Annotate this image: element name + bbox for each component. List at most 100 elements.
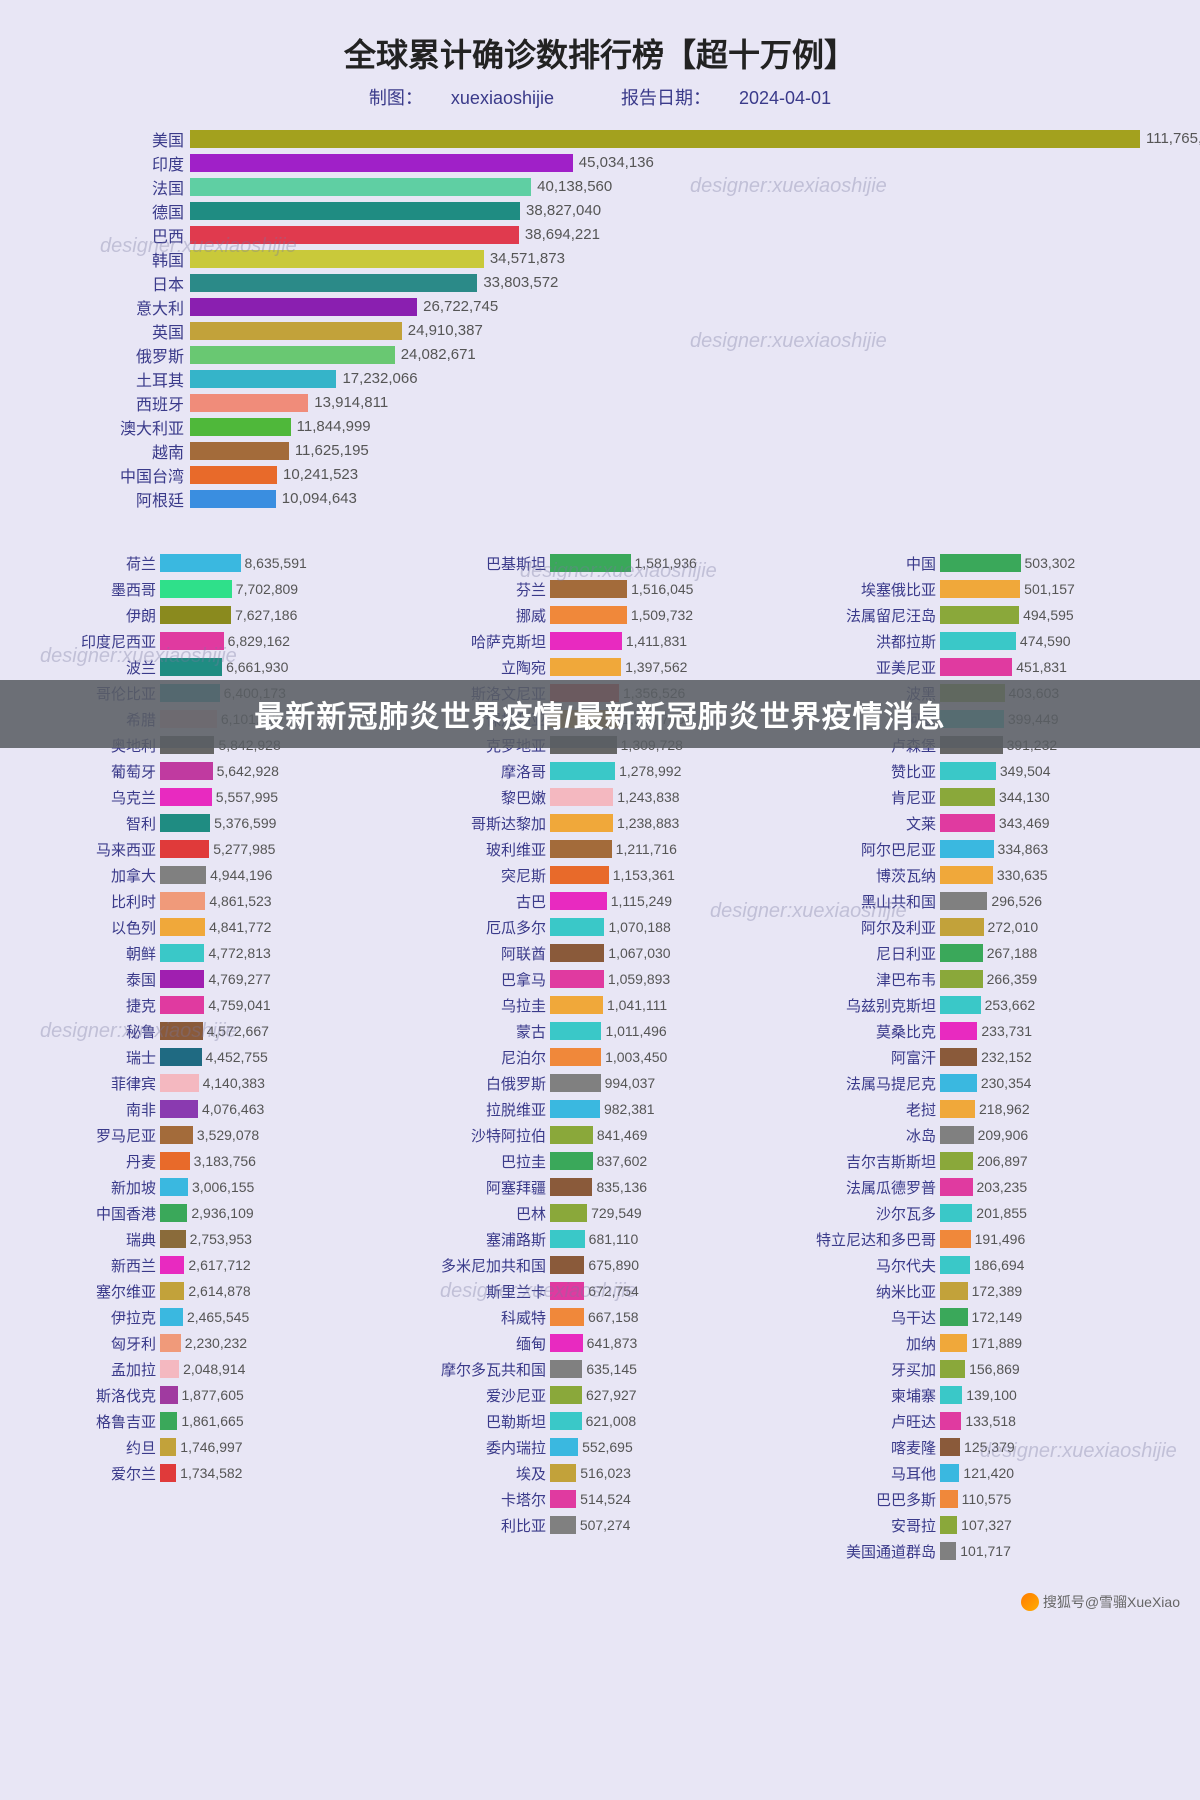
bar-value: 272,010: [988, 918, 1039, 936]
bar-value: 3,006,155: [192, 1178, 254, 1196]
bar-value: 503,302: [1025, 554, 1076, 572]
small-bar-row: 乌拉圭1,041,111: [410, 992, 790, 1018]
bar: [550, 918, 604, 936]
bar-value: 1,581,936: [635, 554, 697, 572]
bar: [160, 814, 210, 832]
bar-value: 4,769,277: [208, 970, 270, 988]
bar: [940, 1334, 967, 1352]
bar: [550, 814, 613, 832]
bar-value: 38,694,221: [525, 226, 600, 244]
page: 全球累计确诊数排行榜【超十万例】 制图：xuexiaoshijie 报告日期：2…: [0, 0, 1200, 1624]
bar: [940, 1074, 977, 1092]
bar-value: 139,100: [966, 1386, 1017, 1404]
small-bar-row: 埃塞俄比亚501,157: [800, 576, 1180, 602]
small-bar-row: 文莱343,469: [800, 810, 1180, 836]
bar-value: 133,518: [965, 1412, 1016, 1430]
bar-value: 11,625,195: [295, 442, 369, 460]
bar: [160, 892, 205, 910]
bar: [550, 1100, 600, 1118]
top-bar-row: 日本33,803,572: [60, 272, 1140, 294]
bar-value: 1,411,831: [626, 632, 687, 650]
bar-label: 阿联酋: [410, 943, 550, 964]
small-bar-row: 新西兰2,617,712: [20, 1252, 400, 1278]
small-bar-row: 斯洛伐克1,877,605: [20, 1382, 400, 1408]
bar-label: 葡萄牙: [20, 761, 160, 782]
bar: [190, 370, 336, 388]
bar-value: 349,504: [1000, 762, 1051, 780]
small-bar-row: 葡萄牙 5,642,928: [20, 758, 400, 784]
bar: [190, 226, 519, 244]
bar: [190, 490, 276, 508]
bar-label: 多米尼加共和国: [410, 1255, 550, 1276]
overlay-banner: 最新新冠肺炎世界疫情/最新新冠肺炎世界疫情消息: [0, 680, 1200, 748]
bar-label: 波兰: [20, 657, 160, 678]
top-bar-row: 俄罗斯24,082,671: [60, 344, 1140, 366]
bar-value: 474,590: [1020, 632, 1071, 650]
bar: [940, 1204, 972, 1222]
bar-label: 新西兰: [20, 1255, 160, 1276]
small-bar-row: 巴林729,549: [410, 1200, 790, 1226]
bar: [160, 1204, 187, 1222]
bar-label: 英国: [60, 319, 190, 343]
small-bar-row: 柬埔寨139,100: [800, 1382, 1180, 1408]
bar-label: 吉尔吉斯斯坦: [800, 1151, 940, 1172]
bar-value: 507,274: [580, 1516, 631, 1534]
bar-value: 107,327: [961, 1516, 1012, 1534]
bar-label: 法属瓜德罗普: [800, 1177, 940, 1198]
bar: [190, 418, 291, 436]
bar-value: 5,642,928: [217, 762, 279, 780]
small-bar-row: 中国香港2,936,109: [20, 1200, 400, 1226]
bar-value: 5,557,995: [216, 788, 278, 806]
bar-label: 特立尼达和多巴哥: [800, 1229, 940, 1250]
bar-value: 10,094,643: [282, 490, 357, 508]
bar-label: 阿塞拜疆: [410, 1177, 550, 1198]
bar-value: 13,914,811: [314, 394, 388, 412]
bar: [940, 1308, 968, 1326]
small-bar-row: 喀麦隆125,379: [800, 1434, 1180, 1460]
author-label: 制图：xuexiaoshijie: [355, 88, 568, 108]
bar: [550, 1126, 593, 1144]
bar: [550, 892, 607, 910]
bar: [550, 1464, 576, 1482]
small-bar-row: 法属瓜德罗普 203,235: [800, 1174, 1180, 1200]
small-bar-row: 乌干达172,149: [800, 1304, 1180, 1330]
small-bar-row: 科威特667,158: [410, 1304, 790, 1330]
bar-label: 哥斯达黎加: [410, 813, 550, 834]
bar: [940, 892, 987, 910]
bar: [550, 580, 627, 598]
bar-value: 343,469: [999, 814, 1050, 832]
small-bar-row: 白俄罗斯994,037: [410, 1070, 790, 1096]
small-bar-row: 塞浦路斯681,110: [410, 1226, 790, 1252]
bar-value: 191,496: [975, 1230, 1026, 1248]
bar: [940, 632, 1016, 650]
bar-label: 摩洛哥: [410, 761, 550, 782]
bar: [160, 1386, 178, 1404]
bar: [160, 606, 231, 624]
bar-label: 菲律宾: [20, 1073, 160, 1094]
bar-value: 1,070,188: [608, 918, 670, 936]
small-bar-row: 罗马尼亚3,529,078: [20, 1122, 400, 1148]
bar: [160, 762, 213, 780]
bar-label: 老挝: [800, 1099, 940, 1120]
bar: [940, 970, 983, 988]
small-bar-row: 法属留尼汪岛494,595: [800, 602, 1180, 628]
bar-label: 比利时: [20, 891, 160, 912]
bar-value: 171,889: [971, 1334, 1022, 1352]
bar-value: 1,238,883: [617, 814, 679, 832]
bar-value: 729,549: [591, 1204, 642, 1222]
bar-label: 加纳: [800, 1333, 940, 1354]
bar: [160, 1048, 202, 1066]
small-bar-row: 泰国4,769,277: [20, 966, 400, 992]
small-bar-row: 印度尼西亚6,829,162: [20, 628, 400, 654]
bar: [550, 944, 604, 962]
bar: [940, 1022, 977, 1040]
bar-value: 203,235: [977, 1178, 1028, 1196]
top-bar-chart: 美国111,765,841印度45,034,136法国40,138,560德国3…: [60, 128, 1140, 510]
bar: [190, 154, 573, 172]
bar-label: 格鲁吉亚: [20, 1411, 160, 1432]
bar-label: 孟加拉: [20, 1359, 160, 1380]
bar-value: 675,890: [588, 1256, 639, 1274]
bar-value: 681,110: [589, 1230, 639, 1248]
bar: [550, 1022, 601, 1040]
small-bar-row: 多米尼加共和国 675,890: [410, 1252, 790, 1278]
